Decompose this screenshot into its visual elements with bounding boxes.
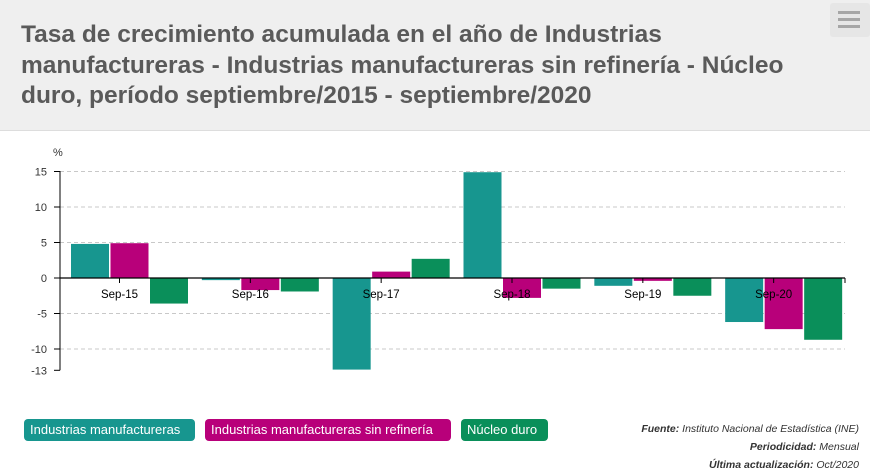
periodicity-line: Periodicidad: Mensual [749,441,859,453]
y-tick-label: 15 [35,167,47,179]
bar[interactable] [764,278,803,330]
x-tick-label: Sep-18 [493,289,530,301]
bar[interactable] [542,278,581,289]
chart-header: Tasa de crecimiento acumulada en el año … [0,0,870,131]
y-tick-label: 0 [41,273,47,285]
bar[interactable] [633,278,672,281]
bar[interactable] [673,278,712,296]
y-tick-label: 10 [35,202,47,214]
source-line: Fuente: Instituto Nacional de Estadístic… [641,423,859,435]
x-tick-label: Sep-19 [624,289,661,301]
grid-lines [60,171,845,350]
bar[interactable] [71,243,109,278]
bar[interactable] [594,278,633,286]
bar[interactable] [725,278,764,323]
y-tick-label: -13 [31,365,47,377]
legend-item-nucleo-duro[interactable]: Núcleo duro [461,419,548,441]
hamburger-menu-icon [838,11,860,14]
x-tick-label: Sep-16 [232,289,269,301]
legend-item-sin-refineria[interactable]: Industrias manufactureras sin refinería [205,419,451,441]
bar[interactable] [150,278,188,304]
legend-item-industrias-manufactureras[interactable]: Industrias manufactureras [24,419,195,441]
y-tick-label: -5 [37,309,47,321]
bar[interactable] [201,278,240,281]
x-tick-label: Sep-17 [363,289,400,301]
bar-series-group [71,172,843,370]
source-info: Fuente: Instituto Nacional de Estadístic… [641,420,859,474]
bar[interactable] [411,258,450,278]
bar[interactable] [110,243,149,278]
bar[interactable] [372,271,411,278]
last-update-line: Última actualización: Oct/2020 [709,459,859,471]
x-axis: Sep-15 Sep-16 Sep-17 Sep-18 Sep-19 Sep-20 [60,277,846,301]
y-tick-label: -10 [31,344,47,356]
y-tick-label: 5 [41,238,47,250]
bar[interactable] [332,278,371,370]
hamburger-menu-icon-bar [838,25,860,28]
y-axis-unit-label: % [53,147,63,159]
hamburger-menu-icon-bar [838,18,860,21]
y-axis: 15 10 5 0 -5 -10 -13 [31,167,61,377]
bar[interactable] [280,278,319,292]
bar[interactable] [804,278,843,340]
bar[interactable] [463,172,502,278]
chart-menu-button[interactable] [830,3,870,37]
x-tick-label: Sep-20 [755,289,792,301]
chart-title: Tasa de crecimiento acumulada en el año … [21,21,784,109]
x-tick-label: Sep-15 [101,289,138,301]
